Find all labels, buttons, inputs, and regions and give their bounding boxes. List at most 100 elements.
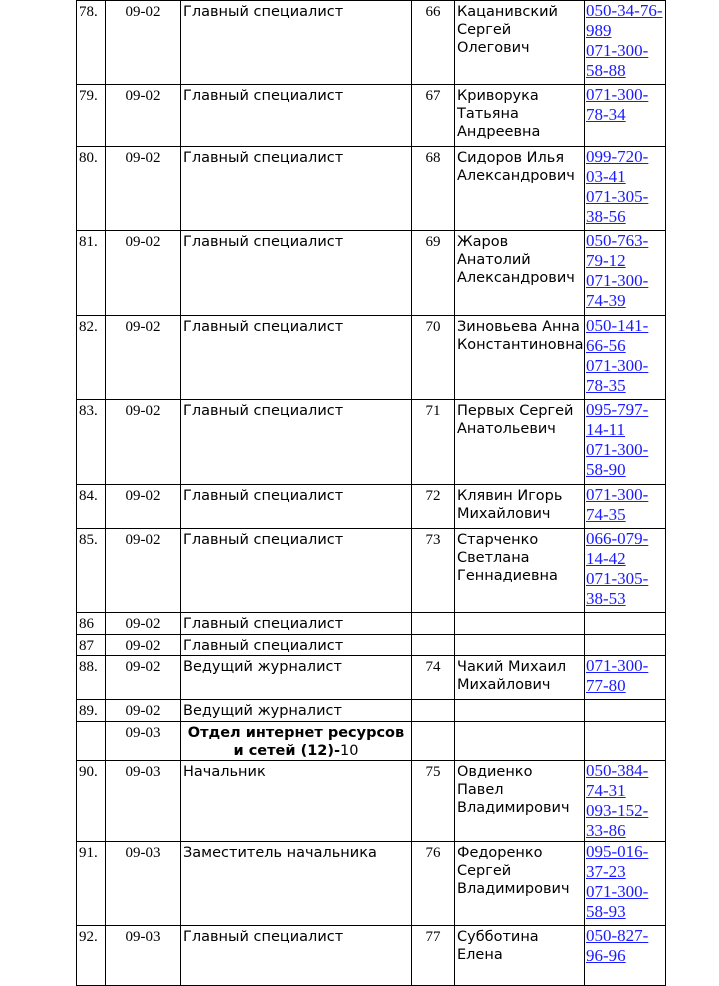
department-code: 09-02 — [105, 484, 181, 529]
room: 68 — [411, 146, 455, 231]
phone-link[interactable]: 050-34-76-989 — [586, 1, 663, 41]
room: 73 — [411, 528, 455, 613]
page: {"table": {"rows": [ {"num": "78.", "cod… — [76, 0, 666, 986]
row-number: 80. — [76, 146, 106, 231]
phone-link[interactable]: 071-305-38-56 — [586, 187, 649, 226]
phone-link[interactable]: 095-016-37-23 — [586, 842, 649, 882]
staff-table: 78. 09-02 Главный специалист 66 Кацанивский … — [76, 0, 666, 986]
room: 72 — [411, 484, 455, 529]
full-name: Клявин Игорь Михайлович — [454, 484, 585, 529]
department-code: 09-02 — [105, 399, 181, 485]
room: 70 — [411, 315, 455, 400]
phones: 050-827-96-96 — [584, 925, 666, 986]
position: Главный специалист — [180, 634, 412, 656]
phone-link[interactable]: 050-141-66-56 — [586, 316, 649, 356]
department-code: 09-02 — [105, 655, 181, 700]
table-row: 82. 09-02 Главный специалист 70 Зиновьева Ан… — [76, 315, 666, 400]
row-number: 88. — [76, 655, 106, 700]
table-row: 84. 09-02 Главный специалист 72 Клявин Игорь… — [76, 484, 666, 529]
phone-link[interactable]: 099-720-03-41 — [586, 147, 649, 187]
room — [411, 634, 455, 656]
position: Главный специалист — [180, 0, 412, 85]
room — [411, 699, 455, 722]
phones: 095-797-14-11 071-300-58-90 — [584, 399, 666, 485]
position: Главный специалист — [180, 399, 412, 485]
room: 69 — [411, 230, 455, 316]
row-number: 78. — [76, 0, 106, 85]
full-name: Чакий Михаил Михайлович — [454, 655, 585, 700]
row-number: 91. — [76, 841, 106, 926]
room: 74 — [411, 655, 455, 700]
department-code: 09-03 — [105, 925, 181, 986]
phone-link[interactable]: 071-300-58-90 — [586, 440, 649, 479]
row-number: 89. — [76, 699, 106, 722]
department-code: 09-03 — [105, 721, 181, 761]
phone-link[interactable]: 071-300-78-34 — [586, 85, 649, 125]
position: Ведущий журналист — [180, 655, 412, 700]
position: Начальник — [180, 760, 412, 842]
table-row: 90. 09-03 Начальник 75 Овдиенко Павел Владим… — [76, 760, 666, 842]
position: Главный специалист — [180, 528, 412, 613]
department-code: 09-02 — [105, 146, 181, 231]
department-code: 09-03 — [105, 841, 181, 926]
department-code: 09-03 — [105, 760, 181, 842]
full-name: Кацанивский Сергей Олегович — [454, 0, 585, 85]
position: Заместитель начальника — [180, 841, 412, 926]
full-name: Овдиенко Павел Владимирович — [454, 760, 585, 842]
full-name: Субботина Елена — [454, 925, 585, 986]
phone-link[interactable]: 071-300-58-93 — [586, 882, 649, 921]
row-number: 92. — [76, 925, 106, 986]
room: 67 — [411, 84, 455, 147]
heading-text: Отдел интернет ресурсов и сетей (12)- — [187, 725, 405, 759]
phone-link[interactable]: 071-300-74-35 — [586, 485, 649, 525]
row-number: 84. — [76, 484, 106, 529]
phones: 066-079-14-42 071-305-38-53 — [584, 528, 666, 613]
phone-link[interactable]: 071-300-74-39 — [586, 271, 649, 310]
room — [411, 612, 455, 635]
phones: 095-016-37-23 071-300-58-93 — [584, 841, 666, 926]
department-code: 09-02 — [105, 230, 181, 316]
phone-link[interactable]: 050-384-74-31 — [586, 761, 649, 801]
table-row: 79. 09-02 Главный специалист 67 Криворука Та… — [76, 84, 666, 147]
department-code: 09-02 — [105, 528, 181, 613]
position: Главный специалист — [180, 84, 412, 147]
phone-link[interactable]: 071-305-38-53 — [586, 569, 649, 608]
row-number: 82. — [76, 315, 106, 400]
table-row: 89. 09-02 Ведущий журналист — [76, 699, 666, 722]
full-name: Первых Сергей Анатольевич — [454, 399, 585, 485]
table-body: 78. 09-02 Главный специалист 66 Кацанивский … — [76, 0, 666, 986]
table-row: 83. 09-02 Главный специалист 71 Первых Серге… — [76, 399, 666, 485]
phone-link[interactable]: 066-079-14-42 — [586, 529, 649, 569]
row-number: 90. — [76, 760, 106, 842]
phone-link[interactable]: 093-152-33-86 — [586, 801, 649, 840]
position: Главный специалист — [180, 925, 412, 986]
phones — [584, 634, 666, 656]
full-name: Жаров Анатолий Александрович — [454, 230, 585, 316]
position: Главный специалист — [180, 484, 412, 529]
full-name — [454, 634, 585, 656]
full-name: Федоренко Сергей Владимирович — [454, 841, 585, 926]
department-code: 09-02 — [105, 315, 181, 400]
full-name: Зиновьева Анна Константиновна — [454, 315, 585, 400]
row-number: 86 — [76, 612, 106, 635]
phone-link[interactable]: 071-300-78-35 — [586, 356, 649, 395]
position: Ведущий журналист — [180, 699, 412, 722]
phones — [584, 612, 666, 635]
table-row: 86 09-02 Главный специалист — [76, 612, 666, 635]
full-name — [454, 612, 585, 635]
position: Главный специалист — [180, 146, 412, 231]
phones: 099-720-03-41 071-305-38-56 — [584, 146, 666, 231]
table-row: 91. 09-03 Заместитель начальника 76 Федоренк… — [76, 841, 666, 926]
department-code: 09-02 — [105, 0, 181, 85]
document: 78. 09-02 Главный специалист 66 Кацанивский … — [76, 0, 666, 986]
phone-link[interactable]: 050-763-79-12 — [586, 231, 649, 271]
department-code: 09-02 — [105, 634, 181, 656]
row-number: 87 — [76, 634, 106, 656]
full-name: Сидоров Илья Александрович — [454, 146, 585, 231]
row-number — [76, 721, 106, 761]
phone-link[interactable]: 050-827-96-96 — [586, 926, 649, 966]
phone-link[interactable]: 071-300-58-88 — [586, 41, 649, 80]
phone-link[interactable]: 071-300-77-80 — [586, 656, 649, 696]
phone-link[interactable]: 095-797-14-11 — [586, 400, 649, 440]
position: Главный специалист — [180, 315, 412, 400]
